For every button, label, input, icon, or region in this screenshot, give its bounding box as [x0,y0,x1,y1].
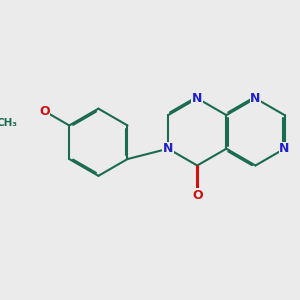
Text: N: N [279,142,290,155]
Text: O: O [39,105,50,118]
Text: O: O [39,105,50,118]
Text: N: N [192,92,202,105]
Text: CH₃: CH₃ [0,118,18,128]
Text: N: N [163,142,173,155]
Text: N: N [250,92,261,105]
Text: O: O [192,189,202,202]
